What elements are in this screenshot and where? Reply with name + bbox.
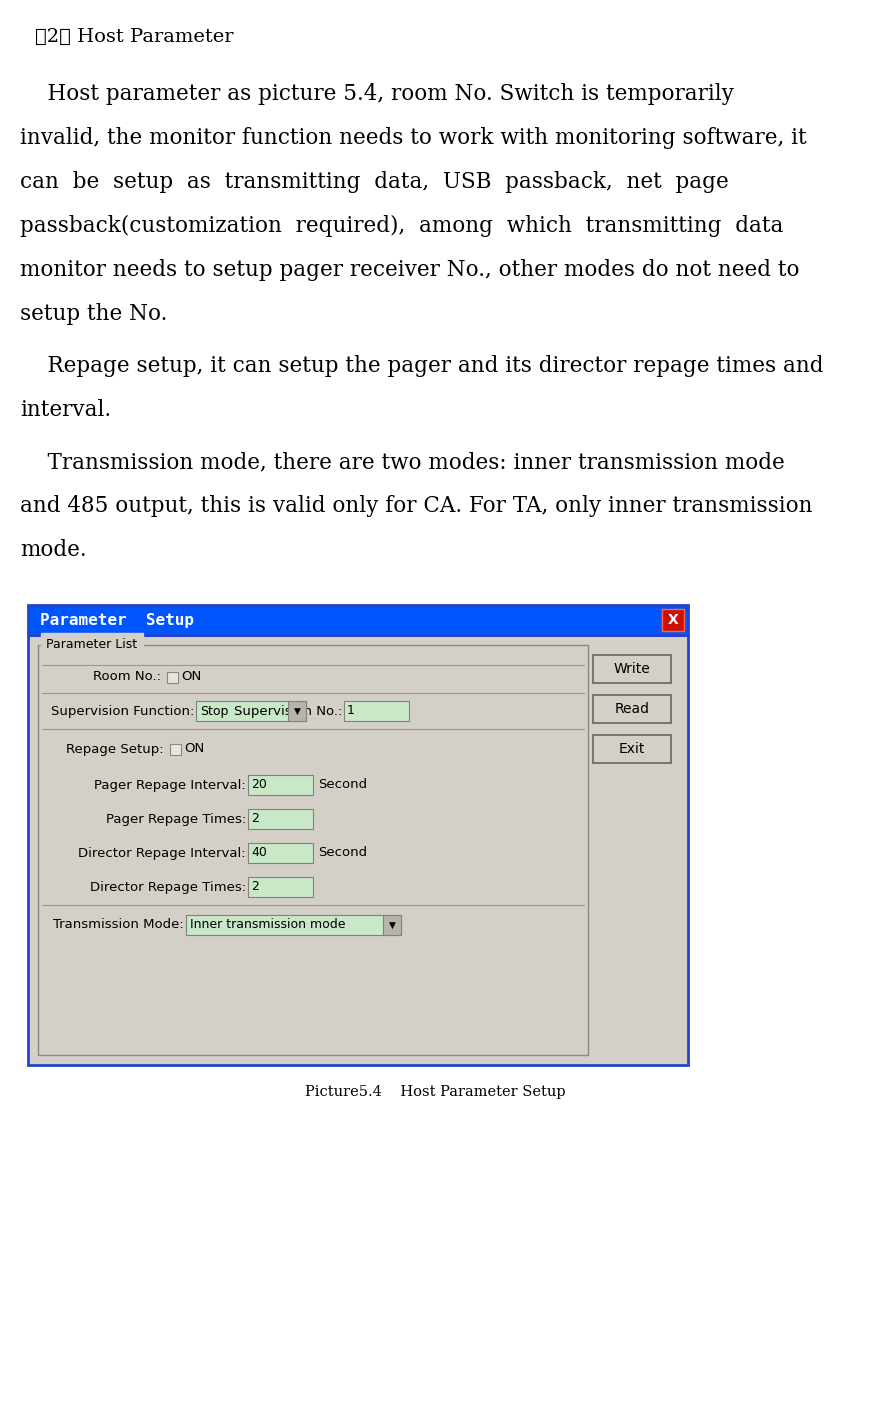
Text: Second: Second bbox=[318, 847, 367, 859]
Text: can  be  setup  as  transmitting  data,  USB  passback,  net  page: can be setup as transmitting data, USB p… bbox=[20, 171, 729, 193]
Text: Supervision No.:: Supervision No.: bbox=[233, 704, 342, 718]
Text: Parameter  Setup: Parameter Setup bbox=[40, 613, 194, 628]
Text: Picture5.4    Host Parameter Setup: Picture5.4 Host Parameter Setup bbox=[305, 1085, 566, 1099]
Bar bbox=[248, 843, 313, 864]
Bar bbox=[248, 775, 313, 795]
Text: passback(customization  required),  among  which  transmitting  data: passback(customization required), among … bbox=[20, 215, 783, 237]
Text: 2: 2 bbox=[251, 813, 259, 826]
Text: 2: 2 bbox=[251, 880, 259, 893]
Text: Exit: Exit bbox=[618, 742, 645, 756]
Text: （2） Host Parameter: （2） Host Parameter bbox=[35, 28, 233, 46]
Text: Host parameter as picture 5.4, room No. Switch is temporarily: Host parameter as picture 5.4, room No. … bbox=[20, 83, 734, 105]
Text: Director Repage Times:: Director Repage Times: bbox=[90, 880, 246, 893]
Bar bbox=[593, 735, 671, 763]
Bar bbox=[593, 695, 671, 723]
Text: 1: 1 bbox=[347, 704, 354, 718]
Bar bbox=[662, 608, 684, 631]
Text: Inner transmission mode: Inner transmission mode bbox=[190, 918, 346, 931]
Text: Pager Repage Times:: Pager Repage Times: bbox=[105, 813, 246, 826]
Text: monitor needs to setup pager receiver No., other modes do not need to: monitor needs to setup pager receiver No… bbox=[20, 259, 800, 280]
Text: ▼: ▼ bbox=[294, 707, 300, 715]
Text: Write: Write bbox=[614, 662, 651, 676]
Text: Second: Second bbox=[318, 778, 367, 792]
Text: invalid, the monitor function needs to work with monitoring software, it: invalid, the monitor function needs to w… bbox=[20, 128, 807, 149]
Text: ▼: ▼ bbox=[388, 921, 395, 930]
Bar bbox=[593, 655, 671, 683]
Text: 40: 40 bbox=[251, 847, 267, 859]
Bar bbox=[344, 701, 409, 721]
Bar bbox=[28, 606, 688, 635]
Text: mode.: mode. bbox=[20, 538, 86, 561]
Bar bbox=[288, 701, 306, 721]
Text: setup the No.: setup the No. bbox=[20, 303, 167, 325]
Text: Parameter List: Parameter List bbox=[46, 638, 137, 652]
Text: X: X bbox=[668, 613, 679, 627]
Bar bbox=[196, 701, 306, 721]
Text: Transmission mode, there are two modes: inner transmission mode: Transmission mode, there are two modes: … bbox=[20, 451, 785, 472]
Bar bbox=[28, 635, 688, 1066]
Text: Read: Read bbox=[615, 702, 650, 716]
Text: Repage Setup:: Repage Setup: bbox=[66, 743, 164, 756]
Text: 20: 20 bbox=[251, 778, 267, 792]
Bar bbox=[38, 645, 588, 1054]
Text: interval.: interval. bbox=[20, 400, 111, 421]
Bar bbox=[248, 809, 313, 829]
Text: ON: ON bbox=[181, 670, 201, 684]
Bar bbox=[170, 743, 181, 754]
Text: Room No.:: Room No.: bbox=[93, 670, 161, 684]
Text: and 485 output, this is valid only for CA. For TA, only inner transmission: and 485 output, this is valid only for C… bbox=[20, 495, 813, 517]
Bar bbox=[248, 878, 313, 897]
Text: Supervision Function:: Supervision Function: bbox=[51, 704, 194, 718]
Text: Repage setup, it can setup the pager and its director repage times and: Repage setup, it can setup the pager and… bbox=[20, 355, 823, 377]
Bar bbox=[186, 916, 401, 935]
Bar bbox=[383, 916, 401, 935]
Text: Transmission Mode:: Transmission Mode: bbox=[53, 918, 184, 931]
Text: Director Repage Interval:: Director Repage Interval: bbox=[78, 847, 246, 859]
Bar bbox=[167, 672, 178, 683]
Text: ON: ON bbox=[184, 743, 205, 756]
Text: Pager Repage Interval:: Pager Repage Interval: bbox=[94, 778, 246, 792]
Text: Stop: Stop bbox=[200, 704, 228, 718]
